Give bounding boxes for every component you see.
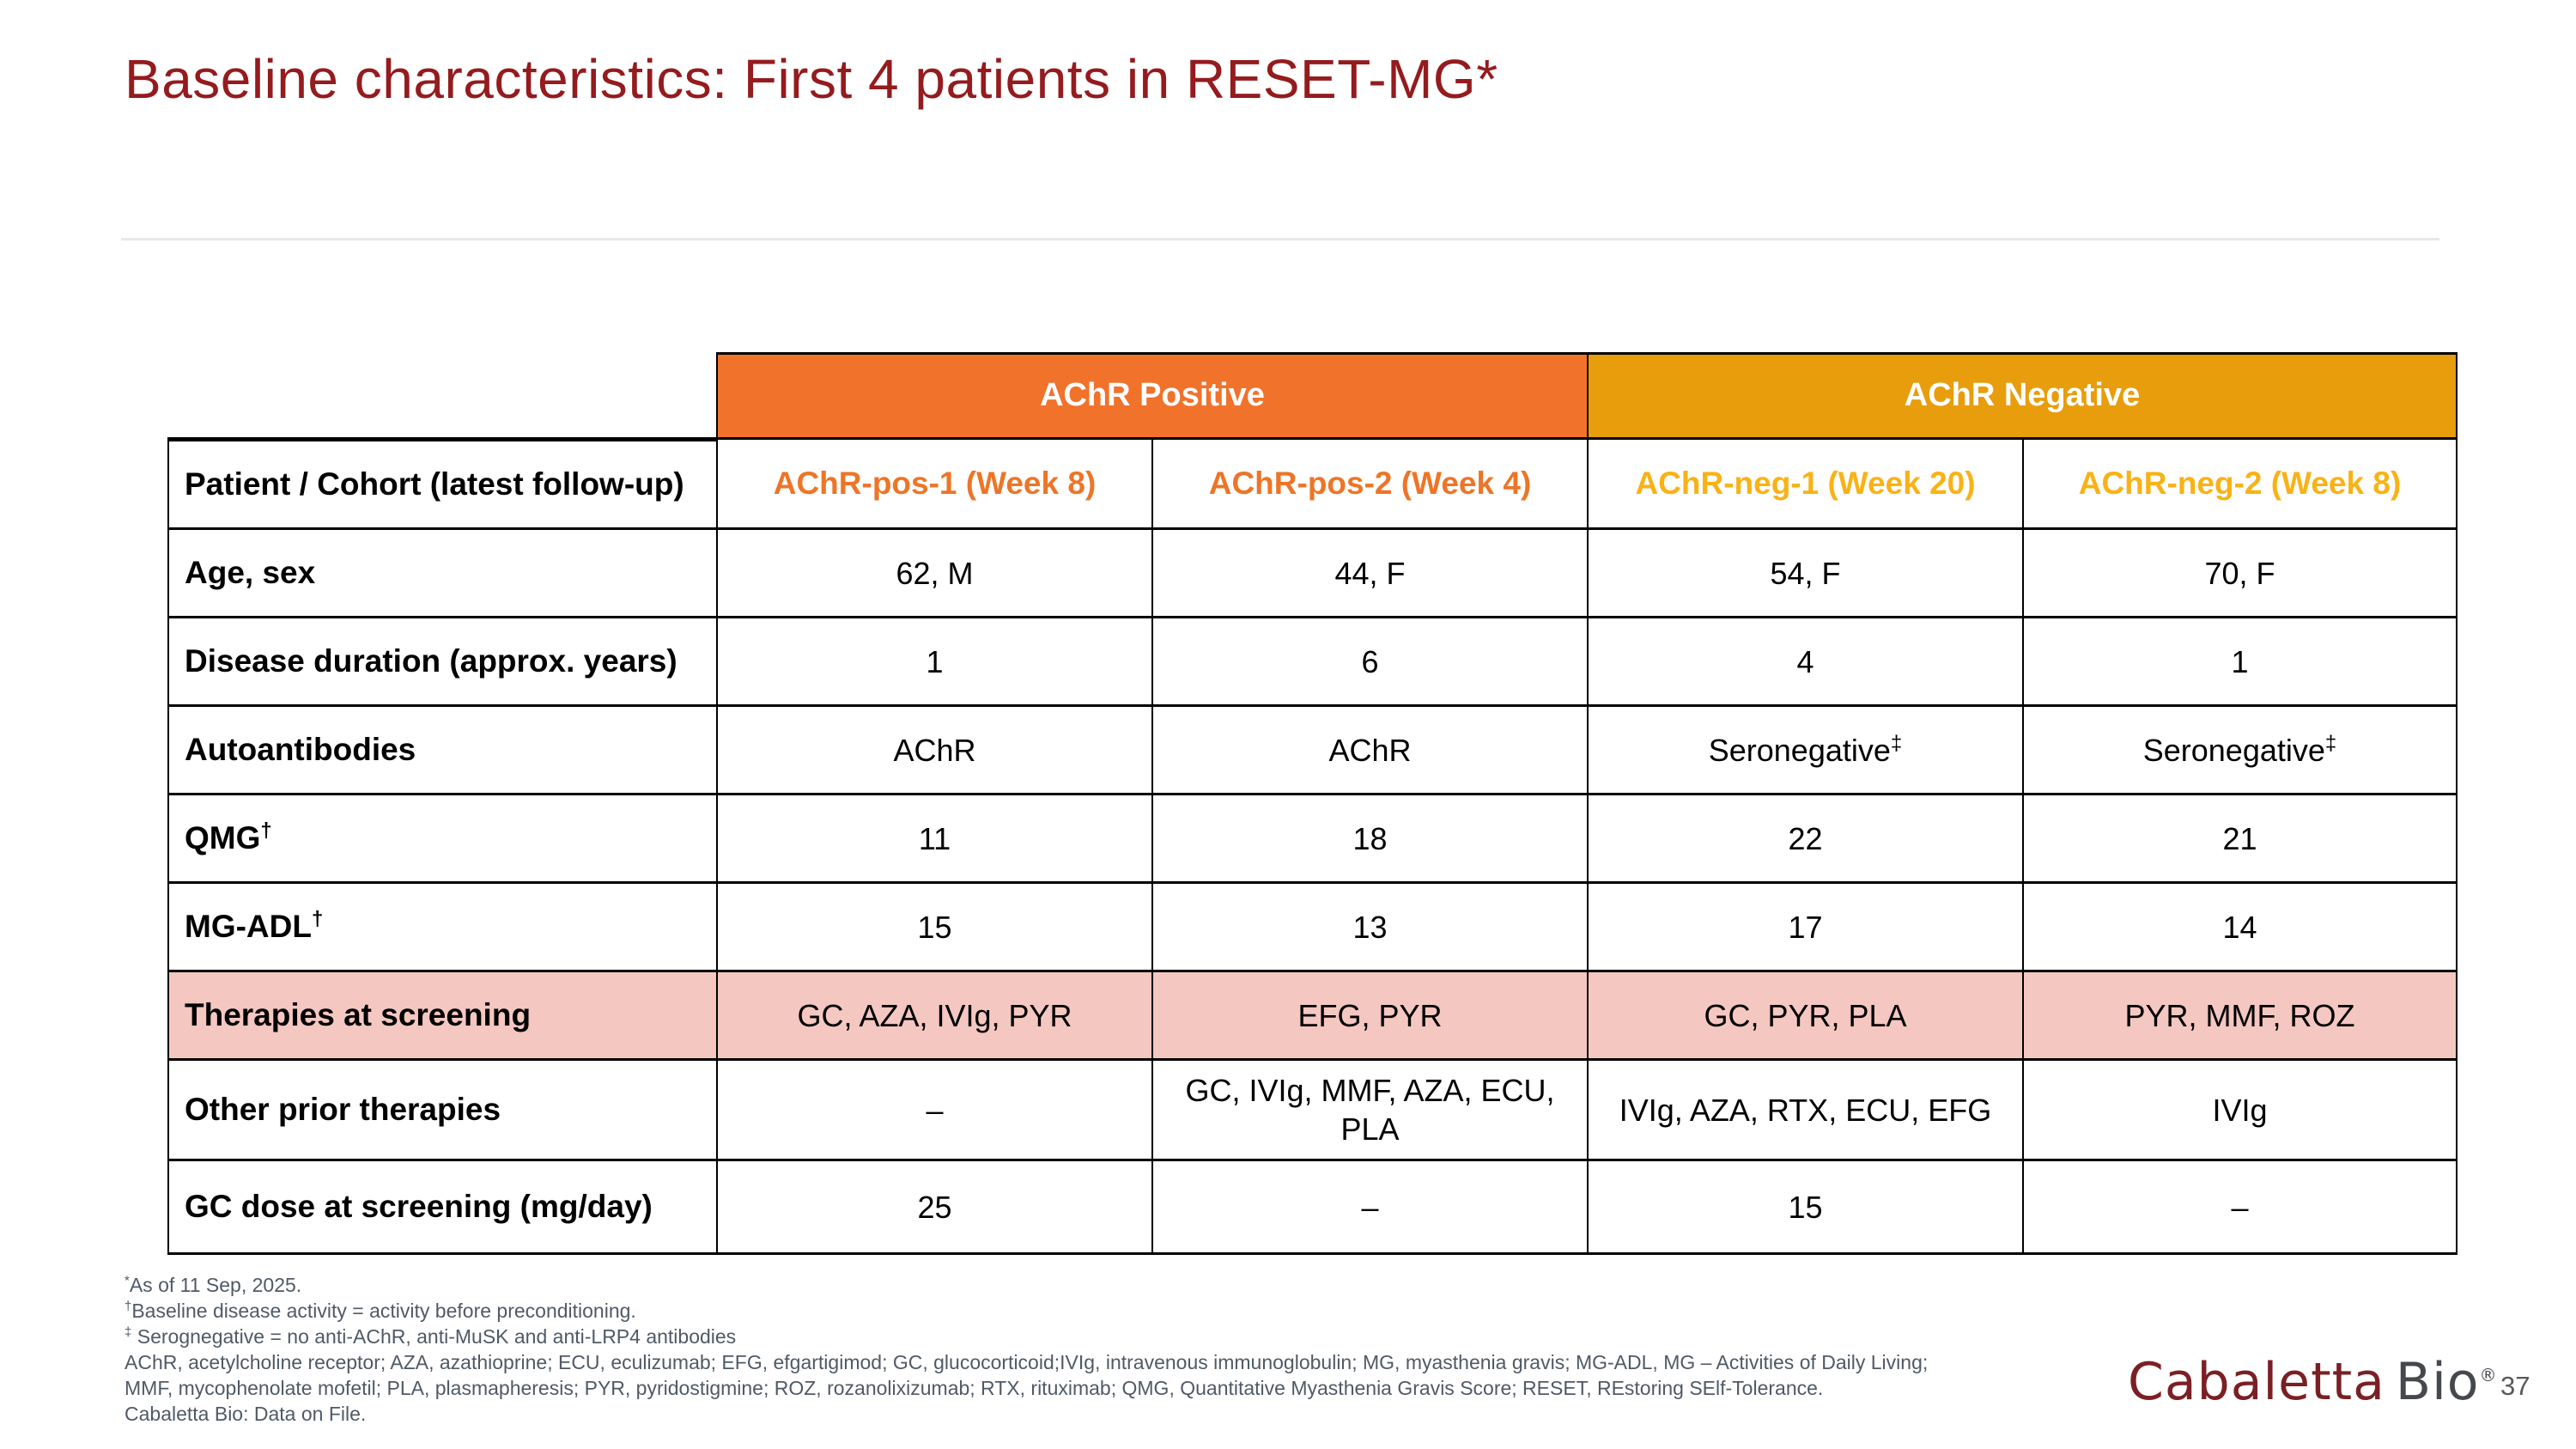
cell-duration-pos2: 6 — [1151, 618, 1587, 707]
banner-empty-cell — [167, 352, 716, 440]
row-label-autoantibodies: Autoantibodies — [167, 707, 716, 795]
column-header-achr-pos-1: AChR-pos-1 (Week 8) — [716, 440, 1151, 530]
row-header-patient-cohort: Patient / Cohort (latest follow-up) — [167, 440, 716, 530]
row-label-mg-adl: MG-ADL† — [167, 884, 716, 972]
cell-qmg-neg2: 21 — [2022, 795, 2458, 884]
footnote-line: AChR, acetylcholine receptor; AZA, azath… — [125, 1351, 1929, 1373]
footnote-line: *As of 11 Sep, 2025. — [125, 1273, 302, 1296]
row-label-disease-duration: Disease duration (approx. years) — [167, 618, 716, 707]
group-header-label: AChR Negative — [1904, 377, 2141, 414]
cell-autoantibodies-neg2: Seronegative‡ — [2022, 707, 2458, 795]
row-label-other-prior-therapies: Other prior therapies — [167, 1061, 716, 1161]
cell-duration-neg2: 1 — [2022, 618, 2458, 707]
group-header-label: AChR Positive — [1040, 377, 1265, 414]
column-header-achr-neg-1: AChR-neg-1 (Week 20) — [1587, 440, 2022, 530]
cell-therapies-pos2: EFG, PYR — [1151, 972, 1587, 1061]
cell-prior-pos2: GC, IVIg, MMF, AZA, ECU, PLA — [1151, 1061, 1587, 1161]
row-label-gc-dose: GC dose at screening (mg/day) — [167, 1161, 716, 1255]
cell-qmg-pos2: 18 — [1151, 795, 1587, 884]
row-label-age-sex: Age, sex — [167, 530, 716, 618]
cell-gcdose-neg1: 15 — [1587, 1161, 2022, 1255]
cell-qmg-neg1: 22 — [1587, 795, 2022, 884]
cell-therapies-pos1: GC, AZA, IVIg, PYR — [716, 972, 1151, 1061]
cabaletta-bio-logo: Cabaletta Bio® — [2128, 1352, 2497, 1412]
cell-mgadl-pos2: 13 — [1151, 884, 1587, 972]
slide-number: 37 — [2500, 1371, 2530, 1401]
group-header-achr-negative: AChR Negative — [1587, 352, 2458, 440]
title-divider — [121, 238, 2439, 240]
cell-autoantibodies-pos2: AChR — [1151, 707, 1587, 795]
group-header-achr-positive: AChR Positive — [716, 352, 1587, 440]
cell-duration-pos1: 1 — [716, 618, 1151, 707]
cell-age-sex-neg2: 70, F — [2022, 530, 2458, 618]
cell-age-sex-pos1: 62, M — [716, 530, 1151, 618]
cell-prior-pos1: – — [716, 1061, 1151, 1161]
cell-duration-neg1: 4 — [1587, 618, 2022, 707]
cell-autoantibodies-neg1: Seronegative‡ — [1587, 707, 2022, 795]
column-header-achr-neg-2: AChR-neg-2 (Week 8) — [2022, 440, 2458, 530]
cell-therapies-neg2: PYR, MMF, ROZ — [2022, 972, 2458, 1061]
page-title: Baseline characteristics: First 4 patien… — [125, 48, 1498, 110]
row-label-qmg: QMG† — [167, 795, 716, 884]
cell-prior-neg1: IVIg, AZA, RTX, ECU, EFG — [1587, 1061, 2022, 1161]
footnote-line: ‡ Serognegative = no anti-AChR, anti-MuS… — [125, 1324, 737, 1348]
logo-brand-text: Cabaletta — [2128, 1352, 2385, 1412]
footnote-line: MMF, mycophenolate mofetil; PLA, plasmap… — [125, 1377, 1824, 1399]
logo-suffix-text: Bio — [2395, 1352, 2480, 1412]
cell-mgadl-neg2: 14 — [2022, 884, 2458, 972]
footnote-line: Cabaletta Bio: Data on File. — [125, 1403, 367, 1425]
cell-prior-neg2: IVIg — [2022, 1061, 2458, 1161]
cell-age-sex-neg1: 54, F — [1587, 530, 2022, 618]
row-label-therapies-at-screening: Therapies at screening — [167, 972, 716, 1061]
baseline-characteristics-table: AChR Positive AChR Negative Patient / Co… — [167, 352, 2458, 1255]
column-header-achr-pos-2: AChR-pos-2 (Week 4) — [1151, 440, 1587, 530]
registered-trademark-icon: ® — [2479, 1365, 2498, 1385]
footnotes-block: *As of 11 Sep, 2025. †Baseline disease a… — [125, 1272, 1928, 1427]
footnote-line: †Baseline disease activity = activity be… — [125, 1299, 636, 1322]
cell-gcdose-neg2: – — [2022, 1161, 2458, 1255]
cell-autoantibodies-pos1: AChR — [716, 707, 1151, 795]
cell-gcdose-pos2: – — [1151, 1161, 1587, 1255]
cell-age-sex-pos2: 44, F — [1151, 530, 1587, 618]
cell-gcdose-pos1: 25 — [716, 1161, 1151, 1255]
cell-therapies-neg1: GC, PYR, PLA — [1587, 972, 2022, 1061]
cell-mgadl-neg1: 17 — [1587, 884, 2022, 972]
cell-qmg-pos1: 11 — [716, 795, 1151, 884]
cell-mgadl-pos1: 15 — [716, 884, 1151, 972]
